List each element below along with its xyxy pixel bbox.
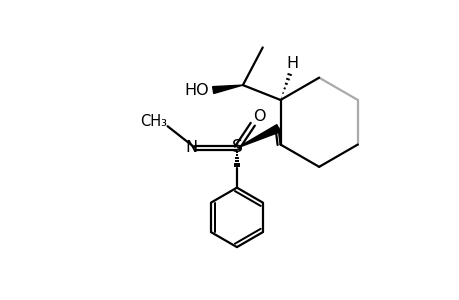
Text: H: H <box>286 56 298 71</box>
Text: S: S <box>231 138 242 156</box>
Polygon shape <box>212 85 242 94</box>
Polygon shape <box>236 124 280 148</box>
Text: N: N <box>185 140 197 154</box>
Text: CH₃: CH₃ <box>140 114 167 129</box>
Text: O: O <box>253 109 265 124</box>
Text: HO: HO <box>184 82 208 98</box>
